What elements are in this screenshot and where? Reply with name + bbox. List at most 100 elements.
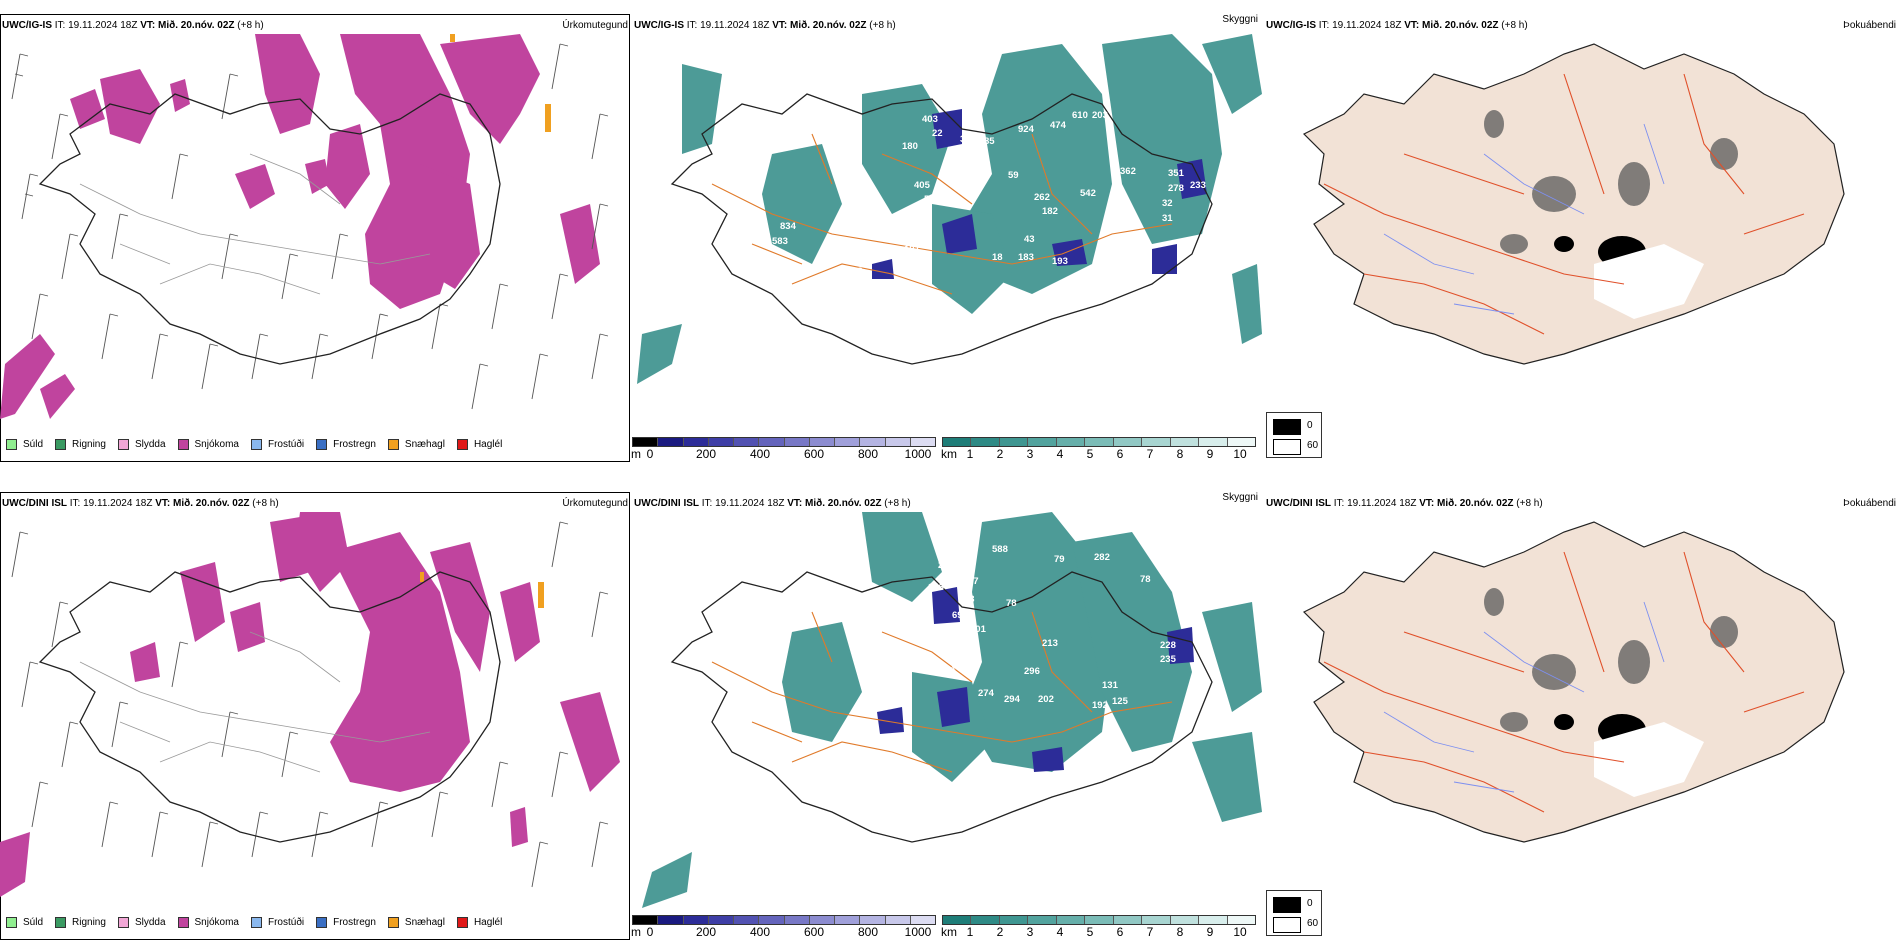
vis-value: 610 bbox=[1072, 110, 1088, 121]
vis-value: 278 bbox=[1168, 183, 1184, 194]
vis-value: 294 bbox=[1004, 694, 1021, 705]
fog-legend-high-swatch bbox=[1273, 897, 1301, 913]
legend-item-freezing-rain: Frostregn bbox=[316, 438, 376, 450]
fog-legend-high-label: 0 bbox=[1307, 898, 1313, 909]
road-network bbox=[1323, 551, 1805, 813]
vis-value: 274 bbox=[978, 688, 995, 699]
iceland-land bbox=[1302, 43, 1845, 365]
ceiling-tick: 200 bbox=[695, 447, 717, 461]
vis-value: 262 bbox=[1034, 192, 1050, 203]
visibility-tick: 7 bbox=[1146, 447, 1154, 461]
fog-dark-areas bbox=[1484, 588, 1738, 732]
vis-value: 203 bbox=[1092, 110, 1108, 121]
graupel-areas bbox=[450, 34, 551, 132]
fog-legend-bottom: 0 60 bbox=[1266, 890, 1322, 936]
vis-value: 193 bbox=[1052, 256, 1068, 267]
precip-type-legend: Súld Rigning Slydda Snjókoma Frostúði Fr… bbox=[6, 911, 514, 933]
panel-title: UWC/DINI ISL IT: 19.11.2024 18Z VT: Mið.… bbox=[2, 498, 279, 509]
fog-map[interactable] bbox=[1264, 512, 1900, 908]
legend-item-rain: Rigning bbox=[55, 916, 106, 928]
visibility-tick: 10 bbox=[1233, 447, 1247, 461]
vis-value: 131 bbox=[1102, 680, 1119, 691]
low-visibility-areas bbox=[642, 512, 1262, 908]
visibility-tick: 3 bbox=[1026, 447, 1034, 461]
visibility-tick: 5 bbox=[1086, 447, 1094, 461]
legend-item-graupel: Snæhagl bbox=[387, 438, 445, 450]
vis-value: 78 bbox=[1140, 574, 1151, 585]
panel-title: UWC/IG-IS IT: 19.11.2024 18Z VT: Mið. 20… bbox=[1266, 20, 1528, 31]
vis-value: 362 bbox=[1120, 166, 1136, 177]
panel-title: UWC/IG-IS IT: 19.11.2024 18Z VT: Mið. 20… bbox=[634, 20, 896, 31]
vis-value: 107 bbox=[894, 678, 910, 689]
vis-value: 351 bbox=[1168, 168, 1185, 179]
road-network bbox=[79, 153, 431, 295]
fog-legend-low-label: 60 bbox=[1307, 918, 1319, 929]
fog-indicator-panel: UWC/IG-IS IT: 19.11.2024 18Z VT: Mið. 20… bbox=[1264, 0, 1900, 470]
vis-value: 834 bbox=[780, 221, 797, 232]
rivers bbox=[1383, 601, 1665, 793]
fog-clear-area bbox=[1594, 722, 1704, 797]
wind-barbs bbox=[11, 521, 609, 888]
vis-value: 85 bbox=[984, 136, 995, 147]
iceland-land bbox=[1302, 521, 1845, 843]
forecast-row-top: UWC/IG-IS IT: 19.11.2024 18Z VT: Mið. 20… bbox=[0, 0, 1900, 470]
visibility-tick: 4 bbox=[1056, 925, 1064, 939]
visibility-tick: 6 bbox=[1116, 447, 1124, 461]
road-network bbox=[711, 133, 1173, 295]
panel-title: UWC/IG-IS IT: 19.11.2024 18Z VT: Mið. 20… bbox=[2, 20, 264, 31]
panel-frame bbox=[0, 492, 630, 940]
visibility-tick: 6 bbox=[1116, 925, 1124, 939]
panel-name: Þokuábendi bbox=[1843, 498, 1896, 509]
vis-value: 114 bbox=[940, 664, 956, 675]
visibility-colorbar-swatches bbox=[942, 437, 1256, 447]
fog-indicator-panel: UWC/DINI ISL IT: 19.11.2024 18Z VT: Mið.… bbox=[1264, 478, 1900, 948]
vis-value: 427 bbox=[960, 148, 976, 159]
vis-value: 50 bbox=[924, 194, 935, 205]
vis-value: 79 bbox=[1054, 554, 1065, 565]
precip-map[interactable] bbox=[0, 512, 630, 908]
low-ceiling-areas bbox=[877, 587, 1194, 772]
visibility-panel: UWC/DINI ISL IT: 19.11.2024 18Z VT: Mið.… bbox=[631, 478, 1264, 948]
vis-value: 93 bbox=[884, 696, 895, 707]
vis-value: 403 bbox=[922, 114, 938, 125]
precip-map[interactable] bbox=[0, 34, 630, 430]
visibility-labels: 363 403 22 180 391 427 85 924 474 610 20… bbox=[772, 90, 1206, 393]
road-network bbox=[1323, 73, 1805, 335]
road-network bbox=[79, 631, 431, 773]
visibility-tick: 9 bbox=[1206, 925, 1214, 939]
fog-map[interactable] bbox=[1264, 34, 1900, 430]
visibility-map[interactable]: 588 79 282 241 207 156 27 33 69 301 78 7… bbox=[632, 512, 1264, 908]
panel-name: Skyggni bbox=[1222, 492, 1258, 503]
vis-value: 159 bbox=[858, 242, 874, 253]
vis-value: 583 bbox=[772, 236, 788, 247]
legend-item-freezing-rain: Frostregn bbox=[316, 916, 376, 928]
vis-value: 474 bbox=[1050, 120, 1067, 131]
low-visibility-areas bbox=[637, 34, 1262, 384]
legend-item-freezing-drizzle: Frostúði bbox=[250, 438, 304, 450]
visibility-tick: 9 bbox=[1206, 447, 1214, 461]
vis-value: 405 bbox=[914, 180, 931, 191]
graupel-areas bbox=[420, 572, 544, 608]
ceiling-tick: 400 bbox=[749, 925, 771, 939]
vis-value: 207 bbox=[958, 568, 974, 579]
legend-item-drizzle: Súld bbox=[6, 916, 43, 928]
visibility-colorbar-swatches bbox=[942, 915, 1256, 925]
ceiling-colorbar-swatches bbox=[632, 915, 936, 925]
iceland-coastline bbox=[670, 93, 1213, 365]
visibility-map[interactable]: 363 403 22 180 391 427 85 924 474 610 20… bbox=[632, 34, 1264, 430]
legend-item-rain: Rigning bbox=[55, 438, 106, 450]
visibility-tick: 8 bbox=[1176, 447, 1184, 461]
fog-legend-low-swatch bbox=[1273, 917, 1301, 933]
fog-legend-high-swatch bbox=[1273, 419, 1301, 435]
vis-value: 296 bbox=[1024, 666, 1040, 677]
ceiling-tick: 600 bbox=[803, 925, 825, 939]
iceland-coastline bbox=[38, 571, 501, 843]
snow-areas bbox=[0, 512, 620, 897]
legend-item-drizzle: Súld bbox=[6, 438, 43, 450]
road-network bbox=[711, 611, 1173, 773]
low-ceiling-areas bbox=[872, 109, 1207, 279]
visibility-tick: 10 bbox=[1233, 925, 1247, 939]
ceiling-colorbar-swatches bbox=[632, 437, 936, 447]
vis-value: 768 bbox=[950, 170, 966, 181]
ceiling-tick: 800 bbox=[857, 447, 879, 461]
